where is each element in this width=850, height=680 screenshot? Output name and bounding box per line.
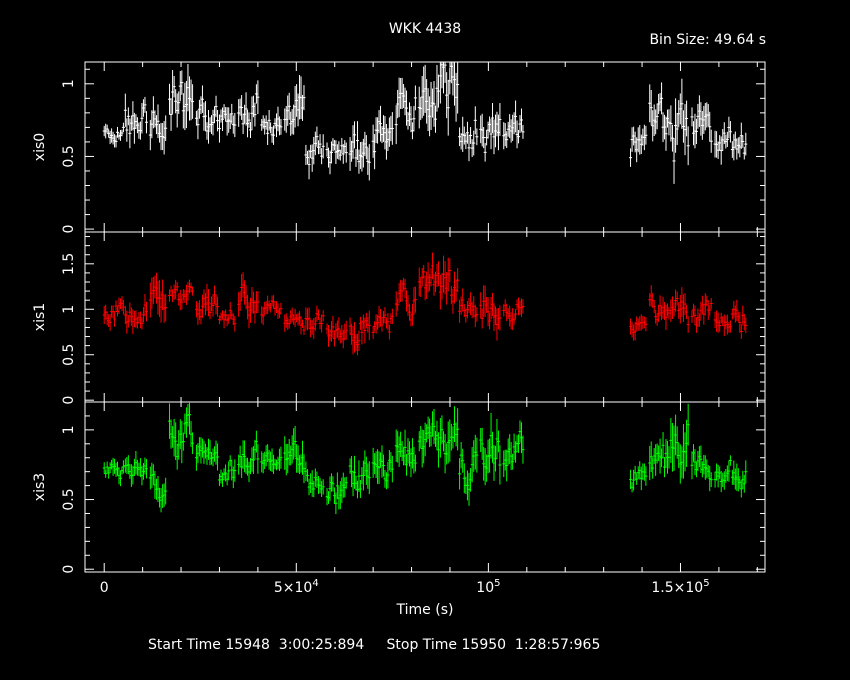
- y-axis-label-xis3: xis3: [32, 473, 48, 501]
- y-tick-label-xis3: 0.5: [61, 488, 77, 510]
- bin-size-label: Bin Size: 49.64 s: [649, 32, 766, 48]
- start-time-label: Start Time: [148, 637, 221, 653]
- panel-xis0: 0 0.5 1 xis0: [32, 61, 766, 234]
- y-axis-label-xis0: xis0: [32, 133, 48, 161]
- stop-time-label: Stop Time: [386, 637, 458, 653]
- y-tick-label-xis1: 0: [61, 396, 77, 405]
- y-tick-label-xis1: 1: [61, 305, 77, 314]
- y-tick-label-xis0: 0.5: [61, 145, 77, 167]
- panel-xis1: 0 0.5 1 1.5 xis1: [32, 231, 766, 405]
- y-axis-label-xis1: xis1: [32, 303, 48, 331]
- y-tick-label-xis3: 0: [61, 565, 77, 574]
- x-axis-tick-labels: 0 5×104 105 1.5×105: [100, 578, 710, 596]
- panel-frame-xis3: [84, 401, 766, 573]
- y-tick-label-xis1: 0.5: [61, 344, 77, 366]
- x-tick-label: 0: [100, 580, 109, 596]
- panel-xis3: 0 0.5 1 xis3: [32, 401, 766, 574]
- x-tick-label: 1.5×105: [651, 578, 709, 596]
- series-xis0: [102, 62, 748, 184]
- series-xis3: [102, 402, 748, 515]
- y-tick-label-xis1: 1.5: [61, 253, 77, 275]
- start-time-value: 15948 3:00:25:894: [225, 637, 365, 653]
- x-tick-label: 5×104: [274, 578, 319, 596]
- time-range-footer: Start Time 15948 3:00:25:894 Stop Time 1…: [148, 637, 600, 653]
- x-axis-label: Time (s): [396, 602, 454, 618]
- x-tick-label: 105: [476, 578, 500, 596]
- panels: 0 0.5 1 xis0 0 0.5 1 1.5 xis1 0 0.5 1 xis3: [32, 61, 766, 574]
- y-tick-label-xis0: 0: [61, 225, 77, 234]
- y-tick-label-xis3: 1: [61, 425, 77, 434]
- chart-title: WKK 4438: [389, 21, 461, 37]
- y-tick-label-xis0: 1: [61, 79, 77, 88]
- stop-time-value: 15950 1:28:57:965: [461, 637, 601, 653]
- series-xis1: [102, 252, 748, 356]
